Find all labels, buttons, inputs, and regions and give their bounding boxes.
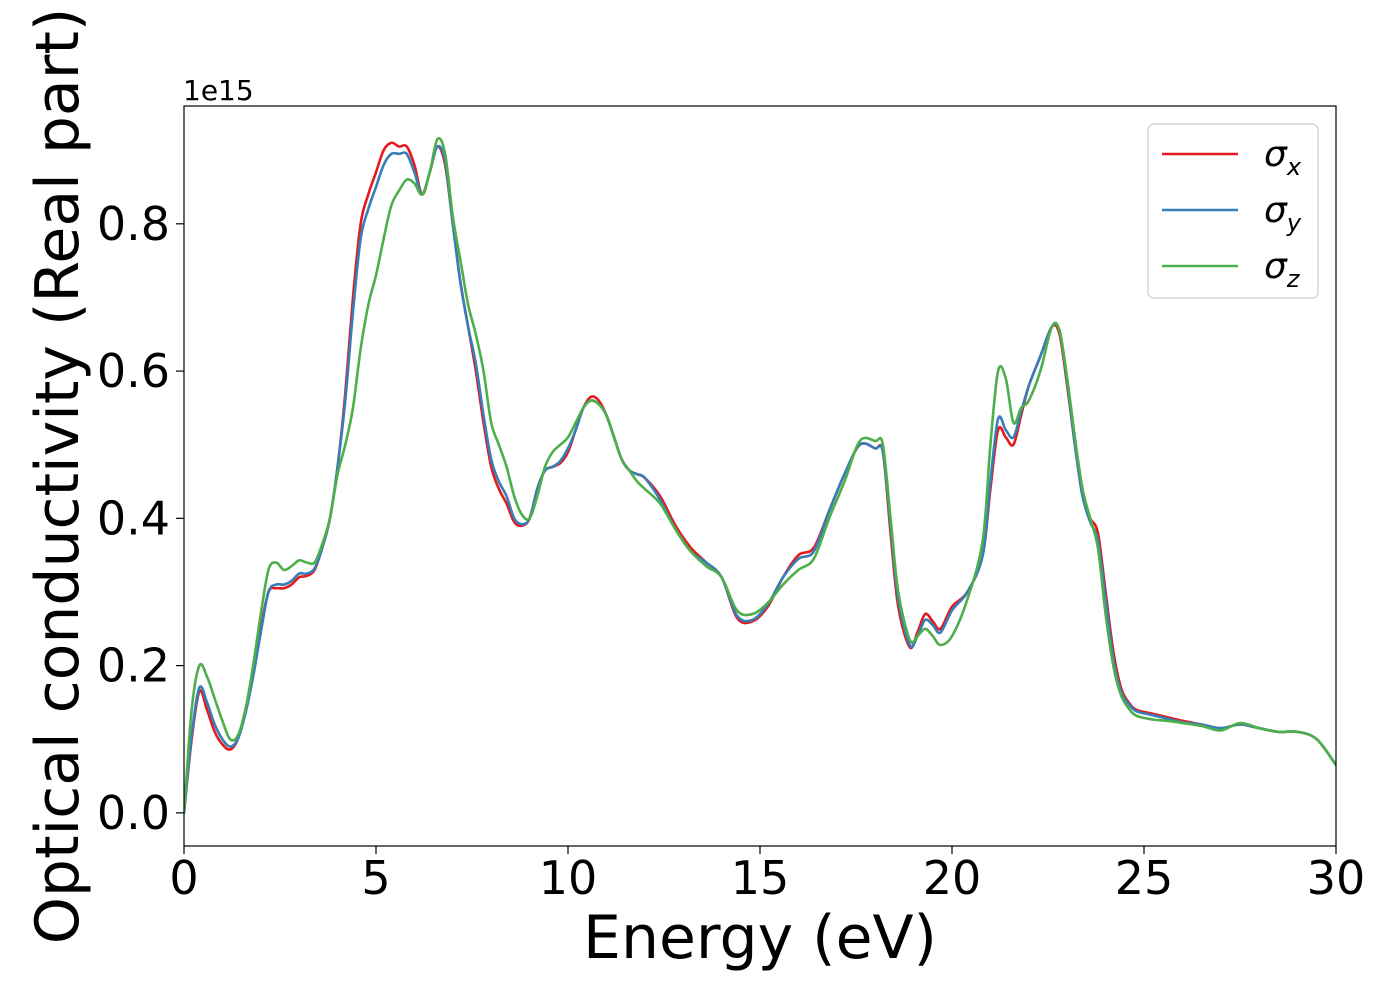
x-axis: 0 5 10 15 20 25 30 xyxy=(169,846,1365,905)
x-tick-label: 0 xyxy=(169,851,198,905)
legend-symbol: σ xyxy=(1264,190,1288,231)
y-axis-label: Optical conductivity (Real part) xyxy=(23,8,93,945)
y-tick-label: 0.6 xyxy=(97,344,170,398)
y-axis: 0.0 0.2 0.4 0.6 0.8 xyxy=(97,197,184,840)
x-tick-label: 25 xyxy=(1115,851,1174,905)
legend-subscript: z xyxy=(1286,265,1301,293)
legend-subscript: y xyxy=(1286,209,1302,237)
x-tick-label: 10 xyxy=(539,851,598,905)
y-tick-label: 0.4 xyxy=(97,491,170,545)
legend-label-sigma-x: σx xyxy=(1264,134,1302,181)
legend-subscript: x xyxy=(1286,153,1302,181)
x-axis-label: Energy (eV) xyxy=(583,903,937,973)
y-axis-offset-label: 1e15 xyxy=(183,74,254,107)
legend-label-sigma-y: σy xyxy=(1264,190,1302,237)
legend-symbol: σ xyxy=(1264,134,1288,175)
y-tick-label: 0.8 xyxy=(97,197,170,251)
legend-symbol: σ xyxy=(1264,246,1288,287)
y-tick-label: 0.0 xyxy=(97,786,170,840)
y-tick-label: 0.2 xyxy=(97,639,170,693)
series-line-sigma-z xyxy=(184,137,1336,815)
x-tick-label: 30 xyxy=(1307,851,1366,905)
series-layer xyxy=(184,137,1336,815)
x-tick-label: 15 xyxy=(731,851,790,905)
legend-label-sigma-z: σz xyxy=(1264,246,1301,293)
x-tick-label: 5 xyxy=(361,851,390,905)
x-tick-label: 20 xyxy=(923,851,982,905)
